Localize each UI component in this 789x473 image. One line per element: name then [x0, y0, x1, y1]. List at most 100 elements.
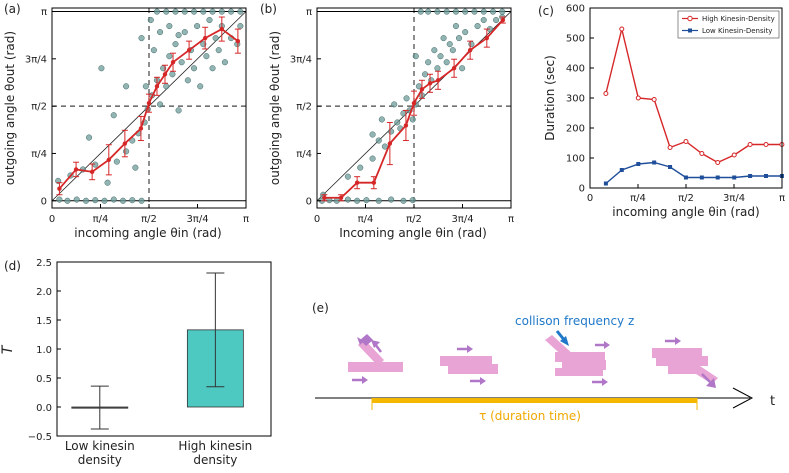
time-axis-label: t — [770, 394, 775, 409]
scatter-point — [157, 101, 164, 108]
scatter-point — [56, 196, 63, 203]
x-tick-label: π — [508, 214, 514, 225]
scatter-point — [446, 41, 453, 48]
scatter-point — [369, 131, 376, 138]
panel-b: (b) 0 π/4 π/2 3π/4 π 0 π/4 π/2 3π/4 π Incoming an… — [260, 2, 514, 240]
scatter-point — [172, 41, 179, 48]
scatter-point — [119, 197, 127, 204]
scatter-point — [228, 8, 235, 15]
category-label: High kinesin — [178, 439, 252, 453]
mean-point — [186, 47, 192, 53]
series-point-high — [619, 26, 625, 32]
scatter-point — [215, 47, 222, 54]
scatter-point — [388, 196, 395, 203]
series-point-low — [683, 175, 688, 180]
mean-point — [427, 81, 433, 86]
scatter-point — [150, 47, 157, 54]
scatter-point — [378, 116, 385, 123]
scatter-point — [98, 65, 105, 72]
x-tick-label: π/4 — [358, 214, 374, 225]
panel-e-label: (e) — [312, 301, 329, 315]
legend-item-high: High Kinesin-Density — [702, 15, 775, 23]
y-tick-label: 1.0 — [36, 345, 52, 356]
y-tick-label: 100 — [566, 154, 585, 165]
x-tick-label: π — [243, 214, 249, 225]
series-point-low — [636, 162, 641, 166]
panel-a-ylabel: outgoing angle θout (rad) — [3, 31, 17, 185]
scatter-point — [375, 137, 382, 144]
mean-point — [411, 100, 417, 106]
scatter-point — [197, 83, 204, 90]
scatter-point — [203, 53, 210, 60]
scatter-point — [394, 119, 401, 126]
mean-point — [89, 169, 95, 175]
scatter-point — [434, 8, 441, 15]
y-tick-label: 0 — [306, 196, 312, 207]
panel-a: (a) 0 π/4 π/2 3π/4 π 0 π/4 π/2 3π/4 π incoming an… — [3, 2, 249, 240]
scatter-point — [113, 158, 120, 165]
scatter-point — [166, 53, 173, 60]
scatter-point — [459, 65, 466, 72]
scatter-point — [462, 8, 469, 15]
scatter-point — [452, 23, 459, 30]
series-point-high — [603, 91, 609, 96]
scatter-point — [212, 35, 219, 42]
scatter-point — [138, 35, 145, 42]
scatter-point — [163, 83, 170, 90]
mean-point — [322, 195, 327, 200]
series-point-low — [764, 174, 769, 178]
series-point-low — [699, 175, 704, 180]
scatter-point — [166, 23, 173, 30]
stage-3-additional-collision — [545, 335, 610, 386]
mean-point — [170, 60, 176, 65]
scatter-point — [123, 148, 130, 155]
scatter-point — [101, 197, 108, 204]
scatter-point — [354, 197, 361, 204]
scatter-point — [209, 8, 216, 15]
panel-a-plot-area: 0 π/4 π/2 3π/4 π 0 π/4 π/2 3π/4 π — [25, 7, 249, 225]
series-point-low — [732, 175, 737, 180]
scatter-point — [499, 8, 506, 15]
mean-point — [387, 141, 393, 146]
mean-point — [467, 47, 473, 53]
scatter-point — [86, 134, 93, 141]
scatter-point — [110, 196, 117, 203]
scatter-point — [175, 32, 182, 39]
scatter-point — [403, 95, 410, 102]
mean-point — [419, 87, 425, 92]
mean-point — [138, 126, 144, 131]
panel-c-frame — [589, 7, 783, 189]
scatter-point — [181, 8, 188, 15]
panel-c-xlabel: incoming angle θin (rad) — [612, 205, 759, 219]
scatter-point — [200, 8, 207, 15]
panel-d-label: (d) — [4, 259, 21, 273]
scatter-point — [391, 101, 398, 108]
scatter-point — [169, 71, 176, 78]
scatter-point — [237, 23, 244, 30]
scatter-point — [190, 65, 198, 72]
panel-b-ylabel: outgoing angle θout (rad) — [268, 31, 282, 185]
x-tick-label: 3π/4 — [451, 214, 473, 225]
mean-point — [435, 78, 441, 83]
panel-d-frame — [56, 261, 272, 437]
scatter-point — [64, 197, 71, 204]
mean-point — [484, 35, 490, 41]
y-tick-label: 0.5 — [36, 374, 52, 385]
legend-swatch-low-marker — [688, 28, 692, 33]
scatter-point — [434, 65, 441, 72]
scatter-point — [489, 8, 497, 15]
scatter-point — [206, 16, 213, 24]
series-point-low — [715, 175, 720, 180]
stage-1-collision — [348, 334, 403, 384]
scatter-point — [73, 196, 80, 203]
mean-point — [202, 35, 208, 41]
x-tick-label: 0 — [49, 214, 55, 225]
scatter-point — [363, 197, 370, 204]
scatter-point — [129, 197, 136, 204]
scatter-point — [344, 196, 351, 203]
scatter-point — [412, 53, 419, 60]
scatter-point — [82, 197, 90, 204]
scatter-point — [462, 29, 469, 36]
